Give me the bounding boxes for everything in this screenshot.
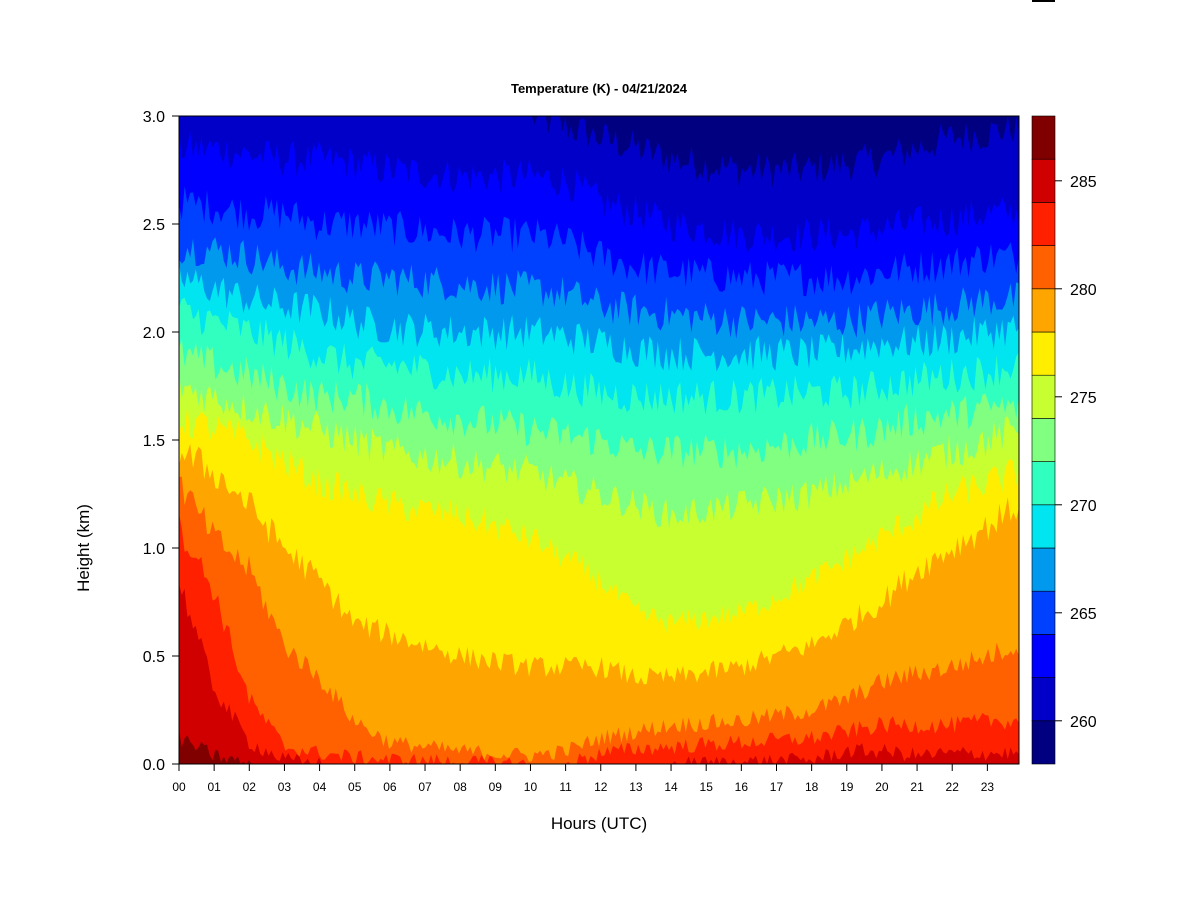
temperature-band-282K bbox=[179, 512, 1019, 764]
x-tick-label: 12 bbox=[594, 780, 608, 794]
colorbar-swatch bbox=[1031, 115, 1056, 160]
y-tick-label: 1.0 bbox=[143, 541, 165, 558]
x-tick-label: 01 bbox=[207, 780, 221, 794]
y-tick-label: 1.5 bbox=[143, 433, 165, 450]
colorbar-swatch bbox=[1031, 202, 1056, 246]
x-tick-label: 06 bbox=[383, 780, 397, 794]
y-axis: 0.0 0.5 1.0 1.5 2.0 2.5 3.0 bbox=[143, 109, 179, 774]
heatmap-plot-area bbox=[179, 116, 1019, 764]
colorbar-swatch bbox=[1031, 590, 1056, 635]
corner-mark bbox=[1032, 0, 1055, 2]
chart-title: Temperature (K) - 04/21/2024 bbox=[511, 81, 688, 96]
colorbar-swatch bbox=[1031, 418, 1056, 462]
colorbar-swatch bbox=[1031, 720, 1056, 765]
x-tick-label: 11 bbox=[559, 780, 572, 794]
x-tick-label: 07 bbox=[418, 780, 432, 794]
colorbar-swatch bbox=[1031, 634, 1056, 678]
x-tick-label: 08 bbox=[453, 780, 467, 794]
x-tick-label: 17 bbox=[770, 780, 784, 794]
temperature-band-278K bbox=[179, 443, 1019, 764]
colorbar-swatch bbox=[1031, 547, 1056, 592]
y-tick-label: 3.0 bbox=[143, 109, 165, 126]
colorbar-swatch bbox=[1031, 158, 1056, 203]
colorbar-swatch bbox=[1031, 374, 1056, 419]
temperature-bands bbox=[179, 116, 1019, 764]
colorbar-swatch bbox=[1031, 504, 1056, 549]
x-axis: 00 01 02 03 04 05 06 07 08 09 10 11 12 13 14 15 16 17 18 19… bbox=[172, 764, 994, 794]
colorbar-tick-label: 285 bbox=[1070, 174, 1097, 191]
x-tick-label: 02 bbox=[243, 780, 257, 794]
x-tick-label: 21 bbox=[910, 780, 924, 794]
x-tick-label: 16 bbox=[735, 780, 749, 794]
colorbar-tick-label: 280 bbox=[1070, 282, 1097, 299]
x-tick-label: 05 bbox=[348, 780, 362, 794]
colorbar-swatch bbox=[1031, 288, 1056, 333]
x-tick-label: 15 bbox=[700, 780, 714, 794]
y-tick-label: 2.0 bbox=[143, 325, 165, 342]
y-tick-label: 0.0 bbox=[143, 757, 165, 774]
x-tick-label: 23 bbox=[981, 780, 995, 794]
colorbar-legend: 260 265 270 275 280 285 bbox=[1031, 115, 1097, 765]
colorbar-swatch bbox=[1031, 677, 1056, 722]
x-tick-label: 04 bbox=[313, 780, 327, 794]
colorbar-tick-label: 265 bbox=[1070, 606, 1097, 623]
x-tick-label: 13 bbox=[629, 780, 643, 794]
y-axis-label: Height (km) bbox=[74, 504, 93, 592]
colorbar-swatch bbox=[1031, 331, 1056, 376]
x-tick-label: 00 bbox=[172, 780, 186, 794]
colorbar-swatch bbox=[1031, 461, 1056, 506]
colorbar-swatch bbox=[1031, 245, 1056, 290]
x-axis-label: Hours (UTC) bbox=[551, 814, 647, 833]
x-tick-label: 19 bbox=[840, 780, 854, 794]
x-tick-label: 09 bbox=[489, 780, 503, 794]
x-tick-label: 10 bbox=[524, 780, 538, 794]
x-tick-label: 03 bbox=[278, 780, 292, 794]
x-tick-label: 22 bbox=[946, 780, 960, 794]
colorbar-tick-label: 260 bbox=[1070, 714, 1097, 731]
y-tick-label: 2.5 bbox=[143, 217, 165, 234]
x-tick-label: 20 bbox=[875, 780, 889, 794]
colorbar-tick-label: 275 bbox=[1070, 390, 1097, 407]
x-tick-label: 18 bbox=[805, 780, 819, 794]
x-tick-label: 14 bbox=[664, 780, 678, 794]
y-tick-label: 0.5 bbox=[143, 649, 165, 666]
colorbar-tick-label: 270 bbox=[1070, 498, 1097, 515]
